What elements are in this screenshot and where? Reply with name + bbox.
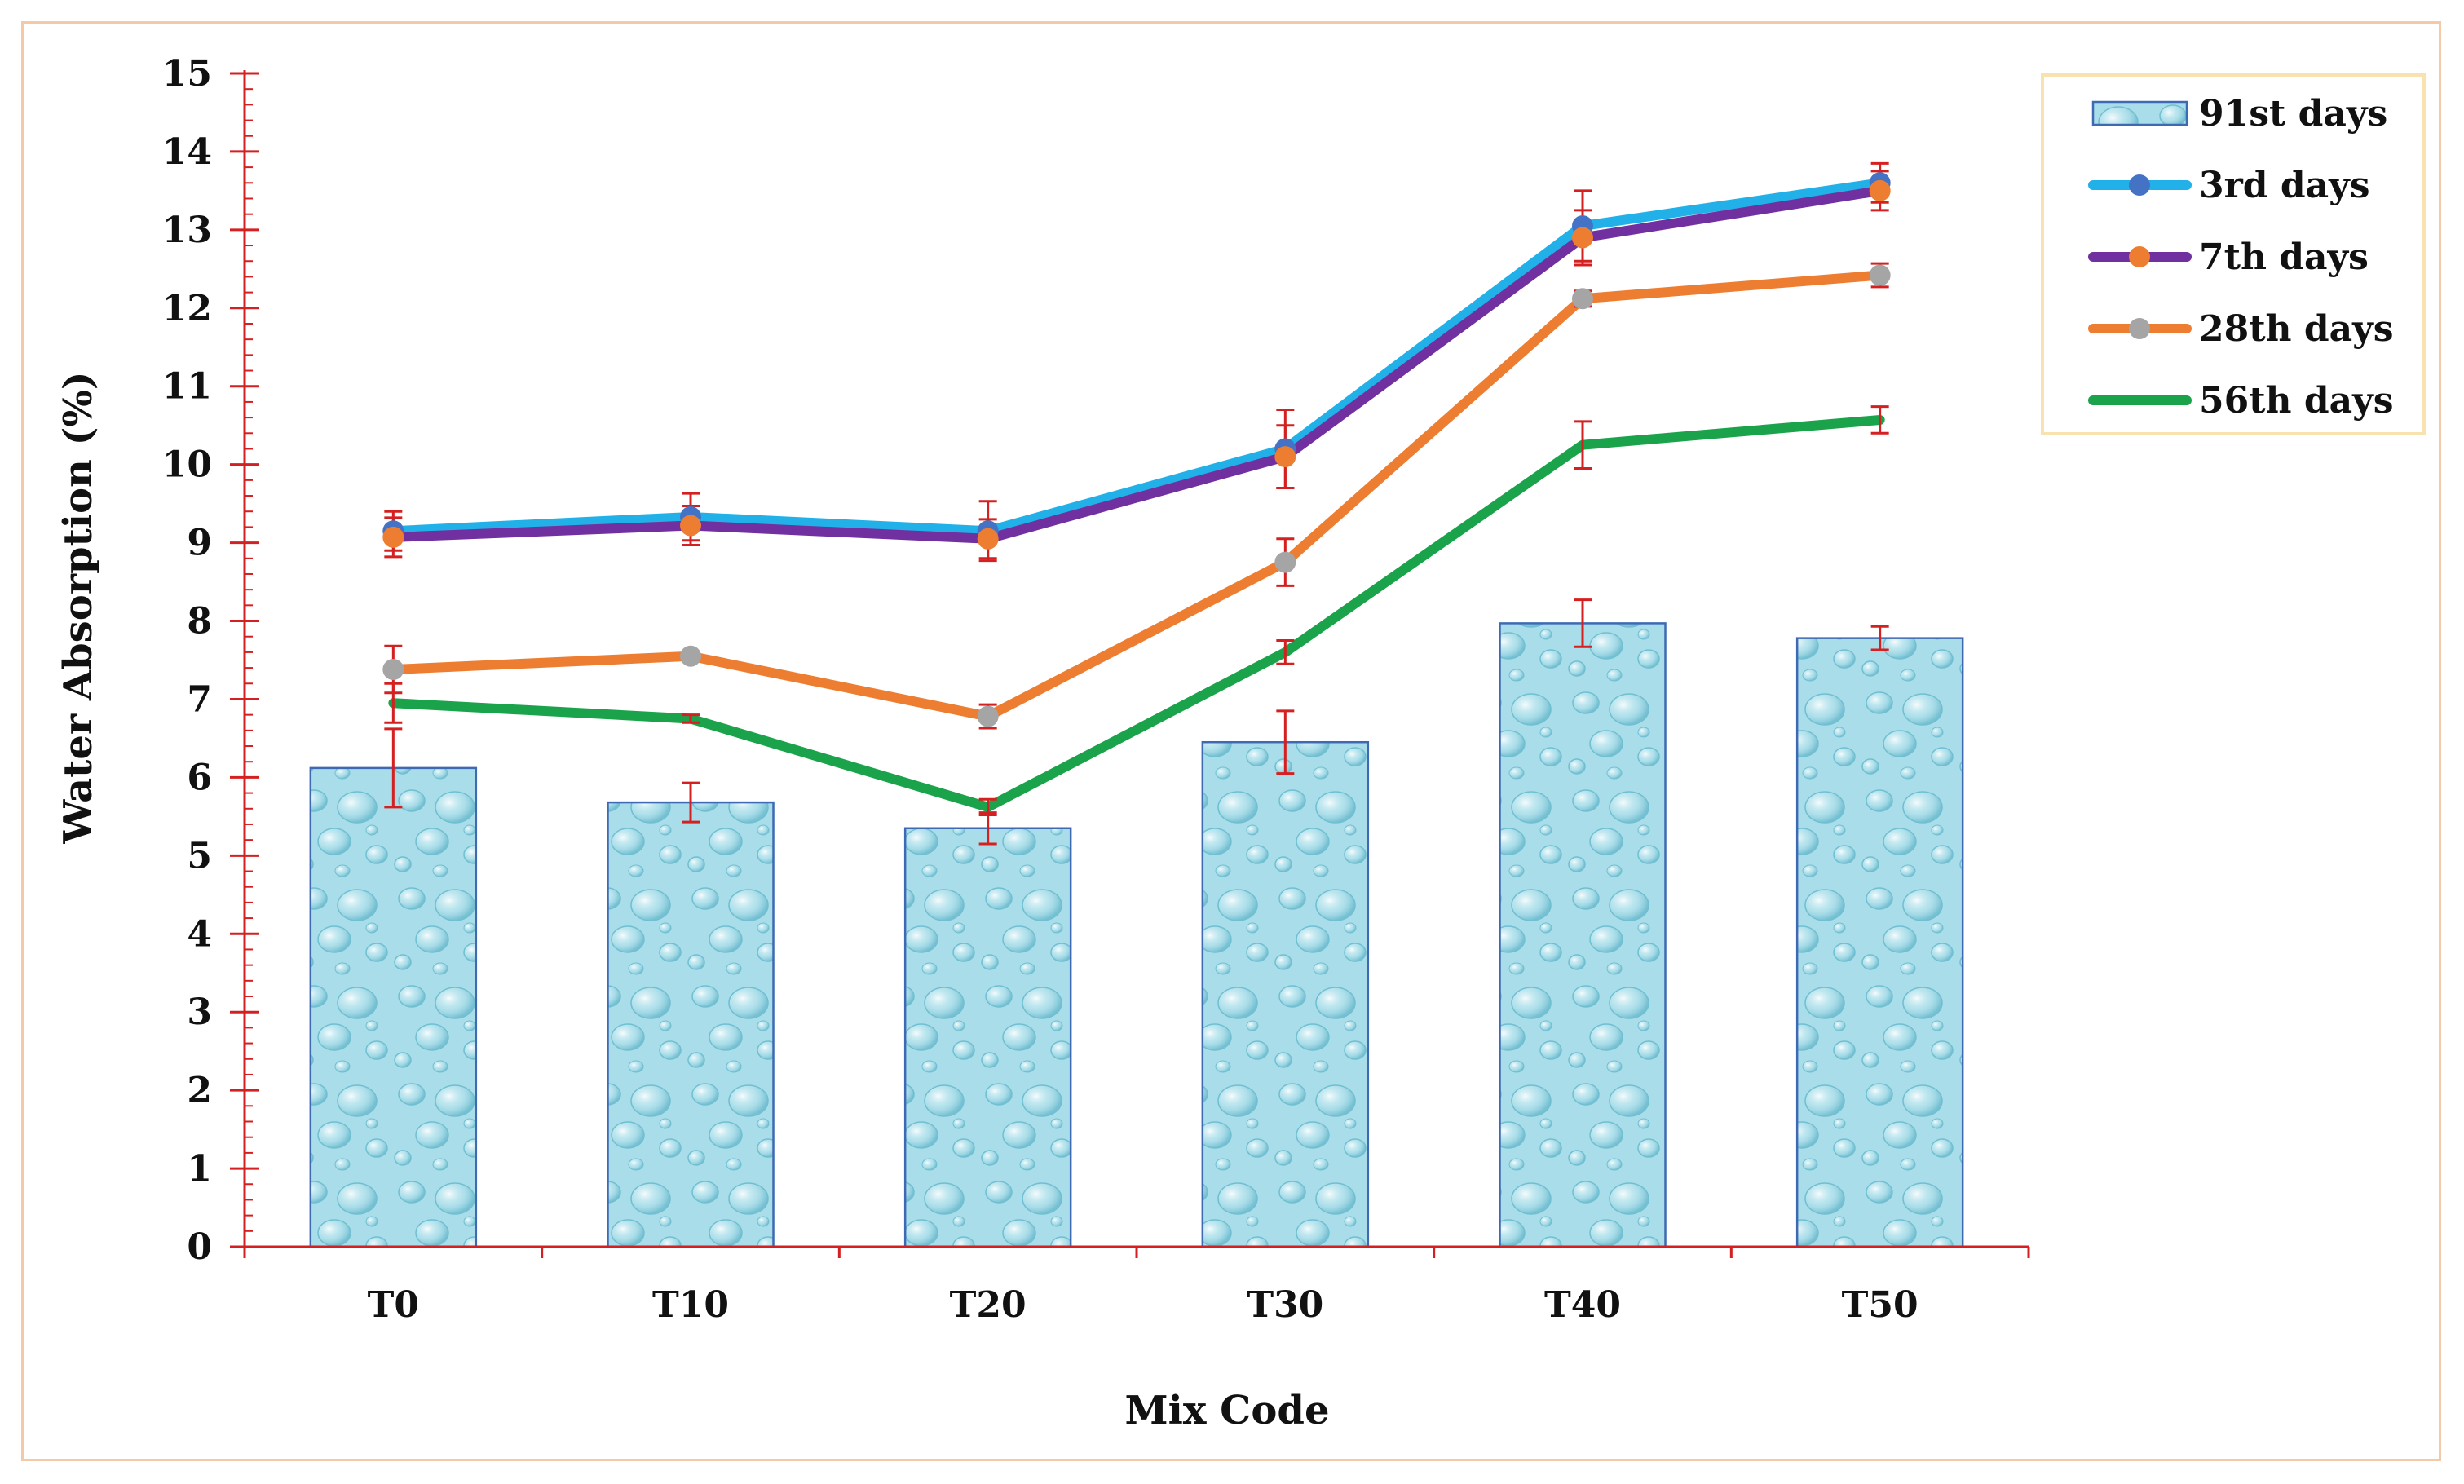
bar-T0 [309,766,478,1248]
y-tick-label: 11 [162,366,212,408]
bar-error-bars [384,598,1889,846]
marker-28th-days-T30 [1274,551,1296,573]
marker-7th-days-T10 [680,515,701,537]
bar-T40 [1499,622,1667,1248]
y-tick-label: 7 [187,678,212,720]
x-tick-label: T30 [1247,1284,1323,1326]
legend-label-56th-days: 56th days [2199,380,2393,422]
legend-marker-7th-days [2129,246,2150,267]
y-tick-label: 4 [187,913,212,955]
legend-label-91st: 91st days [2199,93,2387,135]
series-line-56th-days [388,414,1885,812]
marker-7th-days-T20 [977,528,999,550]
legend: 91st days 3rd days 7th days 28th days 56th … [2041,73,2426,435]
x-tick-label: T0 [368,1284,419,1326]
legend-label-3rd-days: 3rd days [2199,165,2370,206]
x-tick-label: T20 [950,1284,1027,1326]
marker-7th-days-T50 [1869,179,1891,201]
bar-T10 [607,801,775,1248]
y-tick-label: 5 [187,835,212,877]
legend-label-28th-days: 28th days [2199,308,2393,350]
marker-28th-days-T10 [680,645,701,667]
series-line-3rd-days [388,178,1885,537]
marker-7th-days-T30 [1274,446,1296,468]
y-tick-label: 9 [187,523,212,564]
bars-layer [309,622,1964,1248]
y-tick-label: 0 [187,1226,212,1268]
y-tick-label: 15 [162,53,212,95]
y-tick-label: 8 [187,601,212,643]
y-tick-label: 14 [162,131,212,173]
marker-28th-days-T0 [382,659,404,681]
legend-swatch-91st [2091,100,2188,126]
legend-label-7th-days: 7th days [2199,236,2369,278]
bar-T30 [1201,740,1370,1248]
x-axis-title: Mix Code [1124,1388,1329,1433]
x-tick-label: T10 [652,1284,729,1326]
legend-marker-3rd-days [2129,174,2150,196]
legend-marker-28th-days [2129,318,2150,339]
x-tick-label: T50 [1842,1284,1919,1326]
y-tick-label: 10 [162,444,212,486]
series-line-28th-days [388,270,1885,722]
y-tick-label: 1 [187,1148,212,1190]
marker-28th-days-T50 [1869,264,1891,286]
x-tick-label: T40 [1544,1284,1621,1326]
marker-7th-days-T0 [382,526,404,548]
y-axis-title: Water Absorption (%) [55,371,101,844]
series-markers [382,172,1891,727]
y-tick-label: 12 [162,288,212,329]
marker-28th-days-T20 [977,705,999,727]
y-tick-label: 13 [162,210,212,251]
y-tick-label: 6 [187,757,212,798]
marker-28th-days-T40 [1572,288,1593,310]
bar-T20 [903,827,1072,1248]
series-lines [388,178,1885,812]
y-tick-label: 2 [187,1070,212,1111]
marker-7th-days-T40 [1572,227,1593,249]
bar-T50 [1795,637,1964,1248]
series-line-7th-days [388,185,1885,544]
y-tick-label: 3 [187,992,212,1033]
